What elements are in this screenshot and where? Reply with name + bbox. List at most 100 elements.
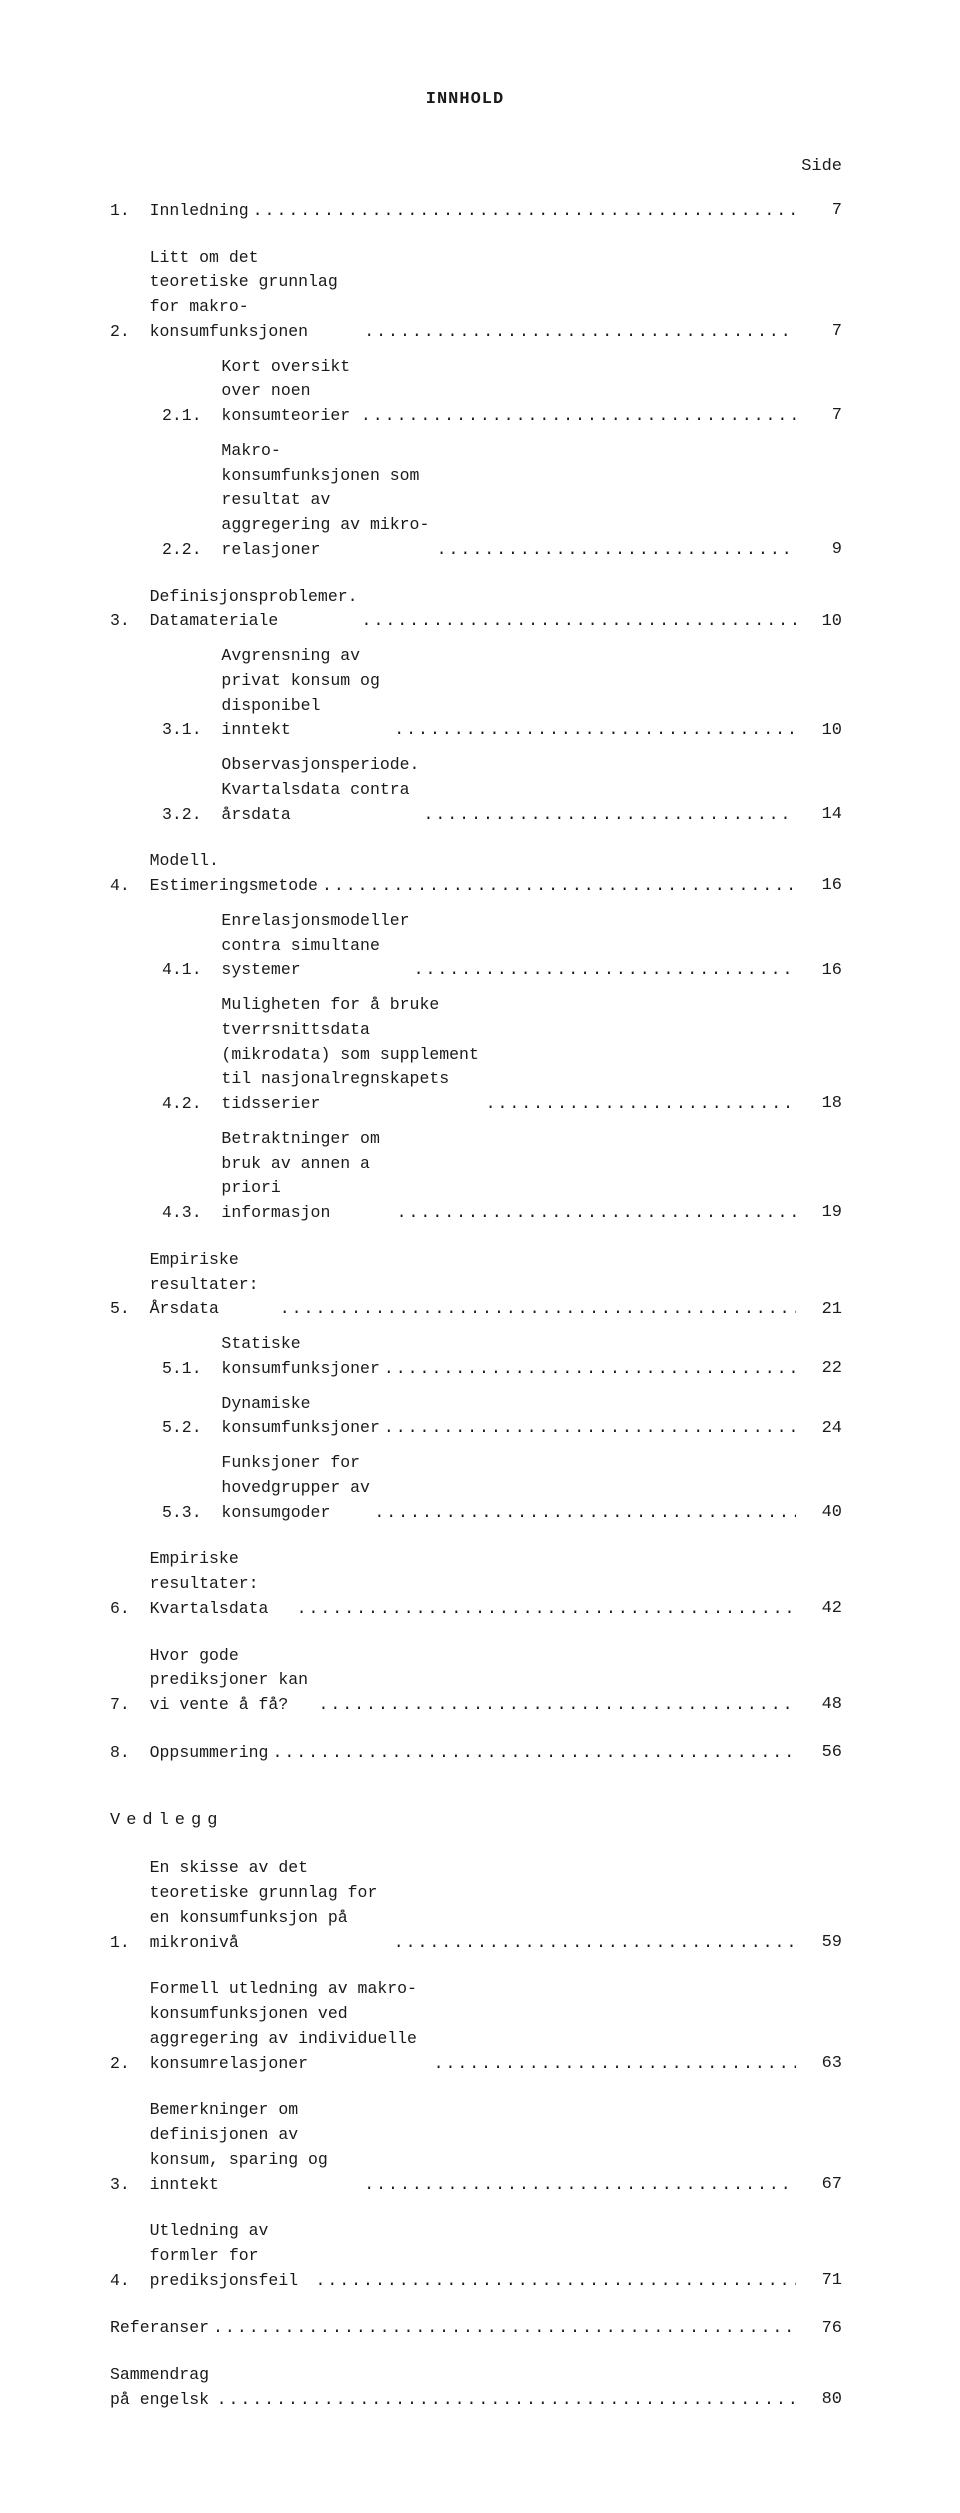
side-column-header: Side <box>110 157 860 176</box>
entry-number: 8. <box>110 1741 150 1766</box>
dot-leader: ........................................… <box>433 538 796 563</box>
entry-page: 9 <box>796 537 860 563</box>
entry-page: 80 <box>796 2387 860 2413</box>
toc-appendix: 1. En skisse av det teoretiske grunnlag … <box>110 1856 860 2412</box>
entry-page: 22 <box>796 1356 860 1382</box>
dot-leader: ........................................… <box>390 1931 796 1956</box>
entry-text: Observasjonsperiode. Kvartalsdata contra… <box>221 753 419 827</box>
entry-number: 4. <box>110 874 150 899</box>
dot-leader: ........................................… <box>357 404 796 429</box>
entry-text: Definisjonsproblemer. Datamateriale <box>150 585 358 635</box>
entry-page: 71 <box>796 2268 860 2294</box>
entry-text: Referanser <box>110 2316 209 2341</box>
toc-entry: 5.2. Dynamiske konsumfunksjoner ........… <box>162 1392 860 1442</box>
dot-leader: ........................................… <box>276 1297 796 1322</box>
toc-entry: 4.1. Enrelasjonsmodeller contra simultan… <box>162 909 860 983</box>
entry-page: 76 <box>796 2316 860 2342</box>
entry-number: 1. <box>110 199 150 224</box>
entry-text: Avgrensning av privat konsum og disponib… <box>221 644 390 743</box>
toc-entry: 4. Modell. Estimeringsmetode ...........… <box>110 849 860 899</box>
entry-text: Litt om det teoretiske grunnlag for makr… <box>150 246 361 345</box>
toc-entry: 2. Litt om det teoretiske grunnlag for m… <box>110 246 860 345</box>
entry-text: Makro-konsumfunksjonen som resultat av a… <box>221 439 432 563</box>
toc-entry: 5.3. Funksjoner for hovedgrupper av kons… <box>162 1451 860 1525</box>
toc-entry: 5. Empiriske resultater: Årsdata .......… <box>110 1248 860 1322</box>
entry-number: 2.1. <box>162 404 221 429</box>
entry-page: 59 <box>796 1930 860 1956</box>
entry-number: 4.1. <box>162 958 221 983</box>
entry-page: 56 <box>796 1740 860 1766</box>
entry-number: 4.2. <box>162 1092 221 1117</box>
entry-page: 21 <box>796 1297 860 1323</box>
entry-number: 2.2. <box>162 538 221 563</box>
entry-page: 24 <box>796 1416 860 1442</box>
entry-page: 7 <box>796 319 860 345</box>
dot-leader: ........................................… <box>314 1693 796 1718</box>
entry-text: Oppsummering <box>150 1741 269 1766</box>
entry-text: Formell utledning av makro-konsumfunksjo… <box>150 1977 430 2076</box>
toc-entry: 3.2. Observasjonsperiode. Kvartalsdata c… <box>162 753 860 827</box>
dot-leader: ........................................… <box>358 609 796 634</box>
entry-page: 16 <box>796 873 860 899</box>
entry-page: 10 <box>796 718 860 744</box>
entry-number: 4. <box>110 2269 150 2294</box>
toc-entry: Referanser .............................… <box>110 2316 860 2342</box>
entry-number: 3.2. <box>162 803 221 828</box>
toc-entry: 3. Definisjonsproblemer. Datamateriale .… <box>110 585 860 635</box>
dot-leader: ........................................… <box>380 1416 796 1441</box>
dot-leader: ........................................… <box>249 199 796 224</box>
entry-number: 5.3. <box>162 1501 221 1526</box>
entry-text: Kort oversikt over noen konsumteorier <box>221 355 356 429</box>
page: INNHOLD Side 1. Innledning .............… <box>0 0 960 2513</box>
toc-entry: 5.1. Statiske konsumfunksjoner .........… <box>162 1332 860 1382</box>
toc-entry: 2. Formell utledning av makro-konsumfunk… <box>110 1977 860 2076</box>
toc-entry: 8. Oppsummering ........................… <box>110 1740 860 1766</box>
dot-leader: ........................................… <box>390 718 796 743</box>
toc-entry: 1. Innledning ..........................… <box>110 198 860 224</box>
entry-number: 4.3. <box>162 1201 221 1226</box>
toc-entry: 4.2. Muligheten for å bruke tverrsnittsd… <box>162 993 860 1117</box>
entry-number: 2. <box>110 2052 150 2077</box>
dot-leader: ........................................… <box>360 320 796 345</box>
entry-text: Muligheten for å bruke tverrsnittsdata (… <box>221 993 481 1117</box>
toc-entry: 6. Empiriske resultater: Kvartalsdata ..… <box>110 1547 860 1621</box>
entry-page: 48 <box>796 1692 860 1718</box>
entry-text: Innledning <box>150 199 249 224</box>
entry-text: Sammendrag på engelsk <box>110 2363 213 2413</box>
toc-entry: Sammendrag på engelsk ..................… <box>110 2363 860 2413</box>
toc-entry: 4.3. Betraktninger om bruk av annen a pr… <box>162 1127 860 1226</box>
vedlegg-label: Vedlegg <box>110 1811 223 1830</box>
entry-number: 3. <box>110 609 150 634</box>
entry-number: 7. <box>110 1693 150 1718</box>
dot-leader: ........................................… <box>482 1092 796 1117</box>
dot-leader: ........................................… <box>410 958 796 983</box>
dot-leader: ........................................… <box>209 2316 796 2341</box>
entry-text: Enrelasjonsmodeller contra simultane sys… <box>221 909 409 983</box>
entry-text: Empiriske resultater: Kvartalsdata <box>150 1547 293 1621</box>
entry-number: 3.1. <box>162 718 221 743</box>
entry-number: 1. <box>110 1931 150 1956</box>
entry-number: 5.2. <box>162 1416 221 1441</box>
dot-leader: ........................................… <box>213 2388 796 2413</box>
entry-text: Empiriske resultater: Årsdata <box>150 1248 276 1322</box>
entry-page: 7 <box>796 403 860 429</box>
dot-leader: ........................................… <box>311 2269 796 2294</box>
entry-page: 19 <box>796 1200 860 1226</box>
dot-leader: ........................................… <box>430 2052 796 2077</box>
toc-main: 1. Innledning ..........................… <box>110 198 860 1765</box>
entry-page: 16 <box>796 958 860 984</box>
dot-leader: ........................................… <box>380 1357 796 1382</box>
entry-text: Betraktninger om bruk av annen a priori … <box>221 1127 392 1226</box>
dot-leader: ........................................… <box>293 1597 796 1622</box>
entry-text: Funksjoner for hovedgrupper av konsumgod… <box>221 1451 370 1525</box>
entry-text: Utledning av formler for prediksjonsfeil <box>150 2219 312 2293</box>
entry-page: 40 <box>796 1500 860 1526</box>
dot-leader: ........................................… <box>393 1201 796 1226</box>
dot-leader: ........................................… <box>268 1741 796 1766</box>
entry-page: 14 <box>796 802 860 828</box>
dot-leader: ........................................… <box>360 2173 796 2198</box>
entry-page: 42 <box>796 1596 860 1622</box>
page-title: INNHOLD <box>70 90 860 109</box>
toc-entry: 3. Bemerkninger om definisjonen av konsu… <box>110 2098 860 2197</box>
entry-number: 2. <box>110 320 150 345</box>
